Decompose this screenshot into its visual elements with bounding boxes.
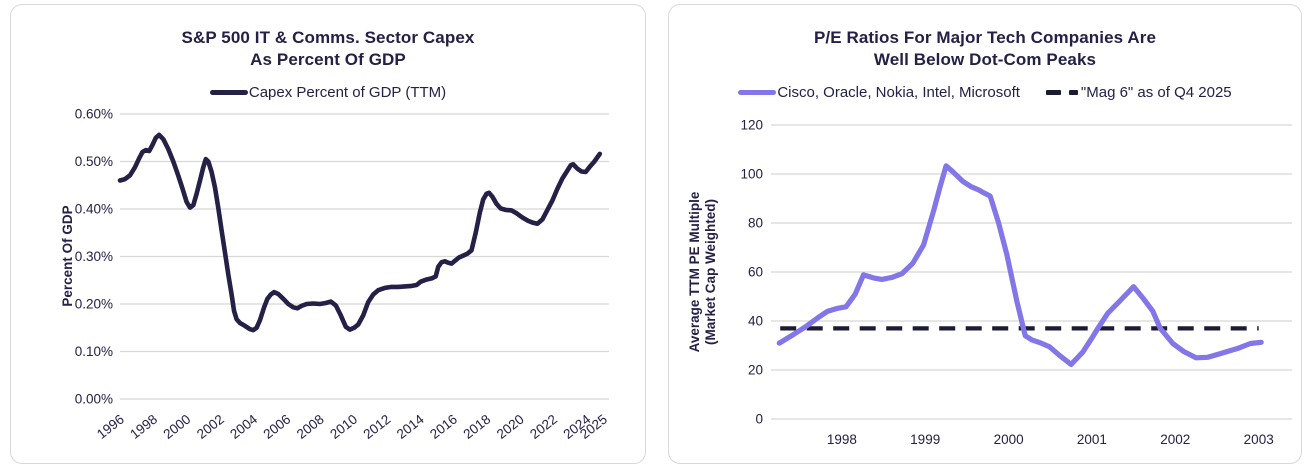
mag6-dashed-line-swatch-icon (1045, 90, 1078, 95)
svg-text:2001: 2001 (1077, 432, 1107, 447)
svg-text:2018: 2018 (460, 412, 493, 442)
svg-text:0.00%: 0.00% (75, 392, 113, 407)
svg-text:20: 20 (748, 363, 763, 378)
pe-chart-legend: Cisco, Oracle, Nokia, Intel, Microsoft "… (669, 84, 1301, 101)
svg-text:0.10%: 0.10% (75, 344, 113, 359)
svg-text:0.60%: 0.60% (75, 107, 113, 122)
svg-text:0.50%: 0.50% (75, 154, 113, 169)
svg-text:0: 0 (755, 412, 763, 427)
svg-text:60: 60 (748, 265, 763, 280)
svg-text:Average TTM PE Multiple: Average TTM PE Multiple (687, 191, 702, 352)
capex-chart-card: S&P 500 IT & Comms. Sector Capex As Perc… (10, 4, 646, 464)
svg-text:2020: 2020 (494, 412, 527, 442)
tech-line-swatch-icon (738, 89, 777, 96)
svg-text:0.30%: 0.30% (75, 249, 113, 264)
pe-chart-title-line2: Well Below Dot-Com Peaks (873, 50, 1097, 69)
pe-ratio-line-chart: 0 20 40 60 80 100 120 1998 1999 2000 2001 2002 2003 A… (687, 118, 1292, 447)
capex-chart-title: S&P 500 IT & Comms. Sector Capex As Perc… (11, 27, 645, 71)
svg-text:2022: 2022 (527, 412, 560, 442)
svg-text:2000: 2000 (994, 432, 1024, 447)
capex-legend-label: Capex Percent of GDP (TTM) (248, 84, 447, 101)
svg-text:0.40%: 0.40% (75, 202, 113, 217)
tech-legend-label: Cisco, Oracle, Nokia, Intel, Microsoft (777, 84, 1020, 101)
svg-text:2003: 2003 (1244, 432, 1274, 447)
legend-item-mag6: "Mag 6" as of Q4 2025 (1045, 84, 1232, 101)
svg-text:2012: 2012 (361, 412, 394, 442)
svg-text:2008: 2008 (294, 412, 327, 442)
svg-text:2000: 2000 (161, 412, 194, 442)
mag6-legend-label: "Mag 6" as of Q4 2025 (1080, 84, 1232, 101)
svg-text:80: 80 (748, 216, 763, 231)
svg-text:2006: 2006 (261, 412, 294, 442)
svg-text:2014: 2014 (394, 411, 427, 442)
svg-text:1999: 1999 (910, 432, 940, 447)
svg-text:1998: 1998 (827, 432, 857, 447)
legend-item-capex: Capex Percent of GDP (TTM) (209, 84, 447, 101)
capex-chart-title-line2: As Percent Of GDP (250, 50, 406, 69)
legend-item-tech-companies: Cisco, Oracle, Nokia, Intel, Microsoft (738, 84, 1020, 101)
svg-text:2010: 2010 (327, 412, 360, 442)
svg-text:2016: 2016 (427, 412, 460, 442)
svg-text:(Market Cap Weighted): (Market Cap Weighted) (703, 199, 718, 345)
svg-text:120: 120 (740, 118, 763, 133)
capex-line-chart: 0.00% 0.10% 0.20% 0.30% 0.40% 0.50% 0.60% 1996 1… (60, 107, 610, 442)
svg-text:2004: 2004 (227, 411, 260, 442)
svg-text:40: 40 (748, 314, 763, 329)
svg-text:1996: 1996 (94, 412, 127, 442)
svg-text:Percent Of GDP: Percent Of GDP (60, 205, 75, 306)
pe-chart-title: P/E Ratios For Major Tech Companies Are … (669, 27, 1301, 71)
pe-ratio-chart-card: P/E Ratios For Major Tech Companies Are … (668, 4, 1302, 464)
capex-line-swatch-icon (209, 89, 248, 96)
capex-chart-title-line1: S&P 500 IT & Comms. Sector Capex (181, 28, 475, 47)
svg-text:0.20%: 0.20% (75, 297, 113, 312)
capex-chart-legend: Capex Percent of GDP (TTM) (11, 84, 645, 101)
pe-chart-title-line1: P/E Ratios For Major Tech Companies Are (813, 28, 1157, 47)
svg-text:1998: 1998 (127, 412, 160, 442)
svg-text:2002: 2002 (1160, 432, 1190, 447)
svg-text:100: 100 (740, 167, 763, 182)
svg-text:2002: 2002 (194, 412, 227, 442)
